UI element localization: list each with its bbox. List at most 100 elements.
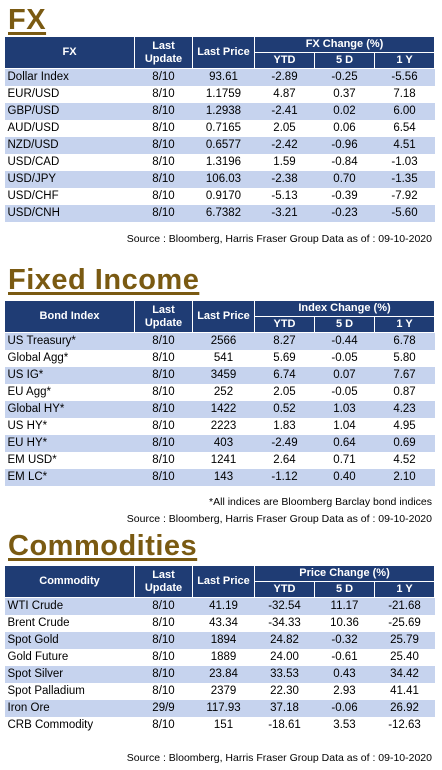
row-5d: -0.05 <box>331 386 358 398</box>
row-name: USD/CHF <box>7 190 59 202</box>
row-ytd: -34.33 <box>268 617 301 629</box>
fixed-income-source-note: Source : Bloomberg, Harris Fraser Group … <box>126 513 432 525</box>
row-last-price: 1422 <box>192 401 255 418</box>
row-ytd: 1.59 <box>273 156 296 168</box>
row-ytd: 33.53 <box>254 666 315 683</box>
row-name: Global HY* <box>4 401 135 418</box>
row-ytd: 8.27 <box>254 332 315 350</box>
table-row: Gold Future 8/10 1889 24.00 -0.61 25.40 <box>5 649 435 666</box>
row-5d: -0.96 <box>314 137 375 154</box>
row-name: Global Agg* <box>7 352 69 364</box>
row-last-update: 8/10 <box>134 435 193 452</box>
row-ytd: -2.89 <box>254 68 315 86</box>
row-1y: 4.52 <box>393 454 416 466</box>
row-1y: 0.87 <box>393 386 416 398</box>
row-name: US HY* <box>7 420 48 432</box>
row-1y: 7.67 <box>374 367 435 384</box>
row-last-price: 541 <box>213 352 234 364</box>
row-last-update: 8/10 <box>134 666 193 683</box>
row-ytd: 2.05 <box>273 386 296 398</box>
row-last-update: 8/10 <box>152 719 175 731</box>
row-5d: 3.53 <box>333 719 356 731</box>
row-5d: 0.02 <box>314 103 375 120</box>
col-header-name: Commodity <box>4 565 135 598</box>
row-1y: 6.54 <box>393 122 416 134</box>
row-name: EM LC* <box>4 469 135 486</box>
col-header-ytd: YTD <box>254 52 315 69</box>
row-last-price: 151 <box>213 719 234 731</box>
row-1y: -5.56 <box>374 68 435 86</box>
row-1y: 4.51 <box>374 137 435 154</box>
col-header-change-group: Price Change (%) <box>253 565 436 582</box>
row-last-update: 8/10 <box>134 367 193 384</box>
row-1y: 6.78 <box>374 332 435 350</box>
row-5d: 1.03 <box>314 401 375 418</box>
table-row: Dollar Index 8/10 93.61 -2.89 -0.25 -5.56 <box>4 68 435 86</box>
row-last-price: 6.7382 <box>192 205 255 222</box>
row-ytd: -2.38 <box>254 171 315 188</box>
row-ytd: -3.21 <box>254 205 315 222</box>
row-last-update: 8/10 <box>134 205 193 222</box>
row-name: EU HY* <box>4 435 135 452</box>
row-1y: 41.41 <box>390 685 419 697</box>
row-5d: -0.25 <box>314 68 375 86</box>
row-5d: -0.44 <box>314 332 375 350</box>
table-row: EU HY* 8/10 403 -2.49 0.64 0.69 <box>4 435 435 452</box>
row-last-update: 8/10 <box>134 632 193 649</box>
col-header-ytd: YTD <box>254 581 315 598</box>
table-row: GBP/USD 8/10 1.2938 -2.41 0.02 6.00 <box>4 103 435 120</box>
row-last-price: 0.9170 <box>205 190 242 202</box>
row-name: Spot Silver <box>4 666 135 683</box>
table-row: USD/JPY 8/10 106.03 -2.38 0.70 -1.35 <box>4 171 435 188</box>
row-name: USD/JPY <box>4 171 135 188</box>
row-name: EM USD* <box>7 454 57 466</box>
row-ytd: 1.83 <box>273 420 296 432</box>
row-5d: -0.61 <box>331 651 358 663</box>
row-5d: 0.40 <box>314 469 375 486</box>
col-header-last-price: Last Price <box>192 36 255 69</box>
col-header-name: Bond Index <box>4 300 135 333</box>
row-last-price: 2566 <box>192 332 255 350</box>
row-last-update: 8/10 <box>134 103 193 120</box>
row-ytd: 37.18 <box>254 700 315 717</box>
table-row: US Treasury* 8/10 2566 8.27 -0.44 6.78 <box>4 332 435 350</box>
col-header-ytd: YTD <box>254 316 315 333</box>
table-row: USD/CAD 8/10 1.3196 1.59 -0.84 -1.03 <box>5 154 435 171</box>
row-5d: 0.43 <box>314 666 375 683</box>
col-header-last-update: Last Update <box>134 36 193 69</box>
col-header-change-group: FX Change (%) <box>253 36 436 53</box>
row-1y: 34.42 <box>374 666 435 683</box>
row-ytd: 5.69 <box>273 352 296 364</box>
row-last-update: 8/10 <box>134 597 193 615</box>
row-5d: 11.17 <box>314 597 375 615</box>
row-last-update: 8/10 <box>134 68 193 86</box>
table-row: US HY* 8/10 2223 1.83 1.04 4.95 <box>5 418 435 435</box>
row-last-update: 29/9 <box>134 700 193 717</box>
row-1y: -12.63 <box>388 719 421 731</box>
table-row: AUD/USD 8/10 0.7165 2.05 0.06 6.54 <box>5 120 435 137</box>
row-5d: 0.71 <box>333 454 356 466</box>
row-last-update: 8/10 <box>152 88 175 100</box>
row-name: AUD/USD <box>7 122 60 134</box>
row-ytd: -1.12 <box>254 469 315 486</box>
fixed-income-table: Bond Index Last Update Last Price Index … <box>4 300 436 486</box>
row-1y: 0.69 <box>374 435 435 452</box>
row-last-price: 1.2938 <box>192 103 255 120</box>
row-last-price: 2379 <box>210 685 237 697</box>
row-ytd: 6.74 <box>254 367 315 384</box>
col-header-change-group: Index Change (%) <box>253 300 436 317</box>
row-1y: 26.92 <box>374 700 435 717</box>
table-row: WTI Crude 8/10 41.19 -32.54 11.17 -21.68 <box>4 597 435 615</box>
row-last-price: 1889 <box>210 651 237 663</box>
row-ytd: 24.82 <box>254 632 315 649</box>
row-5d: 10.36 <box>330 617 359 629</box>
row-last-update: 8/10 <box>152 685 175 697</box>
commodities-section-title: Commodities <box>8 530 198 562</box>
row-last-price: 403 <box>192 435 255 452</box>
row-1y: 4.23 <box>374 401 435 418</box>
row-name: USD/CAD <box>7 156 60 168</box>
row-5d: -0.06 <box>314 700 375 717</box>
row-last-price: 143 <box>192 469 255 486</box>
row-5d: 0.64 <box>314 435 375 452</box>
row-last-update: 8/10 <box>152 617 175 629</box>
